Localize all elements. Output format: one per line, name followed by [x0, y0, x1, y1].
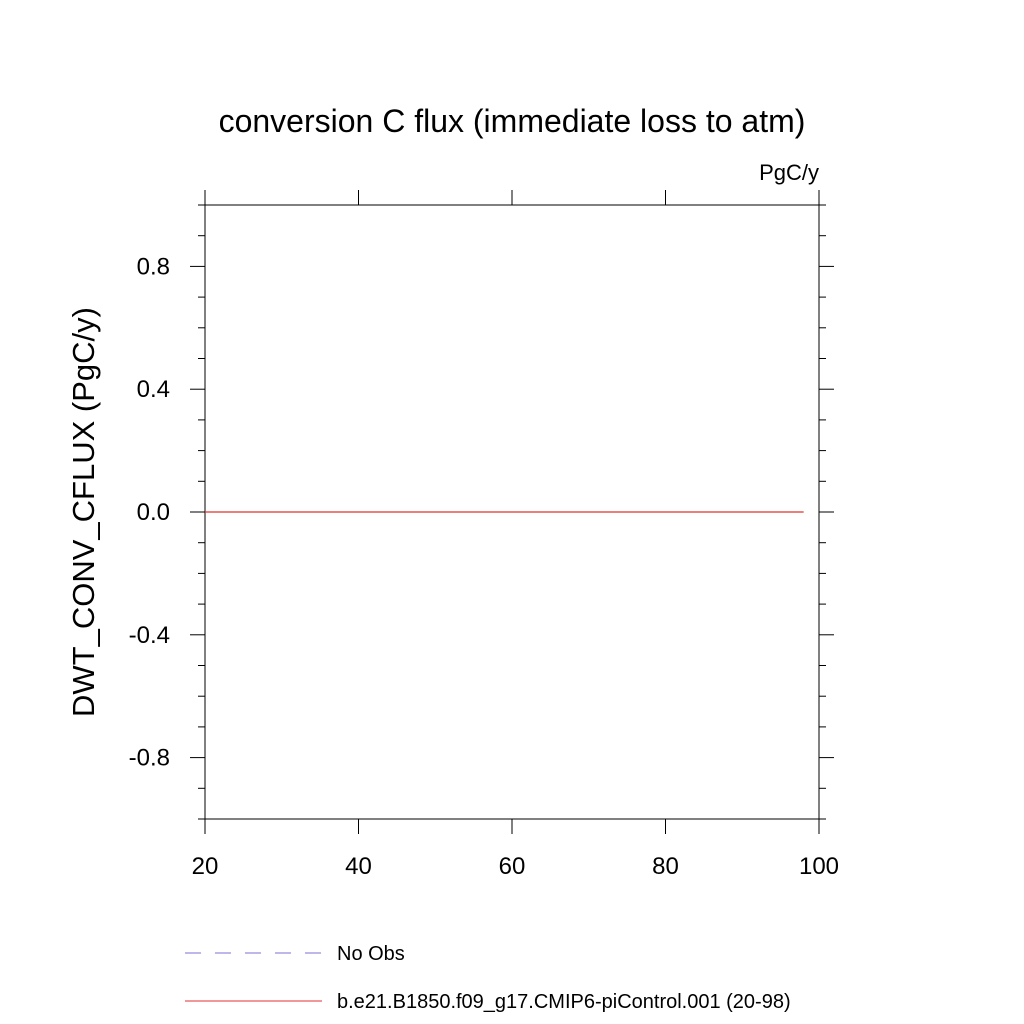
- units-label: PgC/y: [759, 160, 819, 185]
- y-tick-label: -0.4: [129, 622, 170, 649]
- y-axis-label: DWT_CONV_CFLUX (PgC/y): [66, 307, 101, 717]
- chart-title: conversion C flux (immediate loss to atm…: [219, 103, 806, 139]
- x-tick-label: 100: [799, 853, 839, 880]
- y-tick-label: 0.0: [137, 499, 170, 526]
- x-tick-label: 80: [652, 853, 679, 880]
- x-tick-label: 60: [499, 853, 526, 880]
- x-tick-label: 40: [345, 853, 372, 880]
- legend-label-1: b.e21.B1850.f09_g17.CMIP6-piControl.001 …: [337, 991, 791, 1013]
- y-tick-label: -0.8: [129, 745, 170, 772]
- axis-ticks: [190, 190, 834, 834]
- legend-label-0: No Obs: [337, 943, 405, 965]
- legend: No Obs b.e21.B1850.f09_g17.CMIP6-piContro…: [185, 943, 791, 1013]
- tick-labels: 20 40 60 80 100 -0.8 -0.4 0.0 0.4 0.8: [129, 253, 839, 880]
- y-tick-label: 0.4: [137, 376, 170, 403]
- y-tick-label: 0.8: [137, 253, 170, 280]
- x-tick-label: 20: [192, 853, 219, 880]
